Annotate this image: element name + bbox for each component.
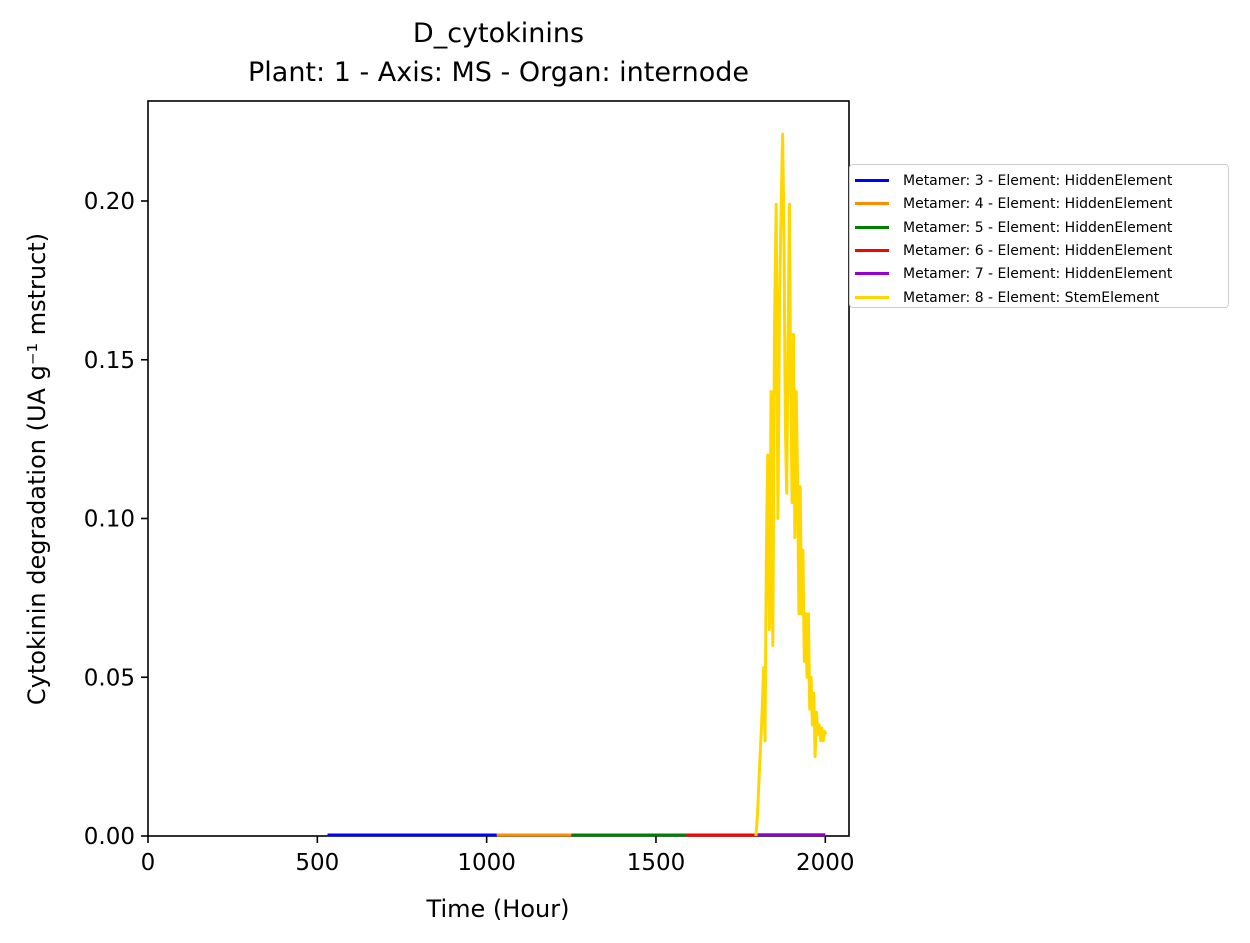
chart-subtitle: Plant: 1 - Axis: MS - Organ: internode xyxy=(247,57,749,88)
legend-label: Metamer: 7 - Element: HiddenElement xyxy=(903,266,1173,283)
y-tick-label: 0.20 xyxy=(84,189,135,215)
chart-title: D_cytokinins xyxy=(412,18,585,49)
legend-label: Metamer: 6 - Element: HiddenElement xyxy=(903,242,1173,259)
legend-swatch xyxy=(855,225,889,229)
legend-item: Metamer: 8 - Element: StemElement xyxy=(850,285,1228,308)
legend-label: Metamer: 5 - Element: HiddenElement xyxy=(903,219,1173,236)
x-tick-label: 1000 xyxy=(457,850,516,876)
series-line-6 xyxy=(754,132,828,837)
legend-item: Metamer: 3 - Element: HiddenElement xyxy=(850,168,1228,191)
legend: Metamer: 3 - Element: HiddenElement Metam… xyxy=(849,164,1229,308)
legend-swatch xyxy=(855,272,889,276)
legend-swatch xyxy=(855,248,889,252)
y-tick-label: 0.15 xyxy=(84,348,135,374)
x-tick-label: 500 xyxy=(295,850,339,876)
legend-item: Metamer: 6 - Element: HiddenElement xyxy=(850,238,1228,261)
y-tick-label: 0.10 xyxy=(84,507,135,533)
legend-swatch xyxy=(855,295,889,299)
plot-frame xyxy=(147,100,850,837)
legend-item: Metamer: 5 - Element: HiddenElement xyxy=(850,215,1228,238)
x-axis-ticks: 0 500 1000 1500 2000 xyxy=(141,836,855,876)
legend-item: Metamer: 7 - Element: HiddenElement xyxy=(850,261,1228,284)
series-layer xyxy=(327,132,828,837)
x-tick-label: 1500 xyxy=(627,850,686,876)
legend-label: Metamer: 3 - Element: HiddenElement xyxy=(903,173,1173,189)
y-axis-ticks: 0.00 0.05 0.10 0.15 0.20 xyxy=(84,189,148,850)
legend-item: Metamer: 4 - Element: HiddenElement xyxy=(850,191,1228,214)
x-tick-label: 2000 xyxy=(796,850,855,876)
y-axis-label: Cytokinin degradation (UA g⁻¹ mstruct) xyxy=(23,233,51,705)
x-axis-label: Time (Hour) xyxy=(426,895,570,923)
x-tick-label: 0 xyxy=(141,850,156,876)
legend-label: Metamer: 8 - Element: StemElement xyxy=(903,289,1160,306)
y-tick-label: 0.00 xyxy=(84,824,135,850)
legend-label: Metamer: 4 - Element: HiddenElement xyxy=(903,196,1173,213)
legend-swatch xyxy=(855,202,889,206)
y-tick-label: 0.05 xyxy=(84,665,135,691)
legend-swatch xyxy=(855,179,889,182)
